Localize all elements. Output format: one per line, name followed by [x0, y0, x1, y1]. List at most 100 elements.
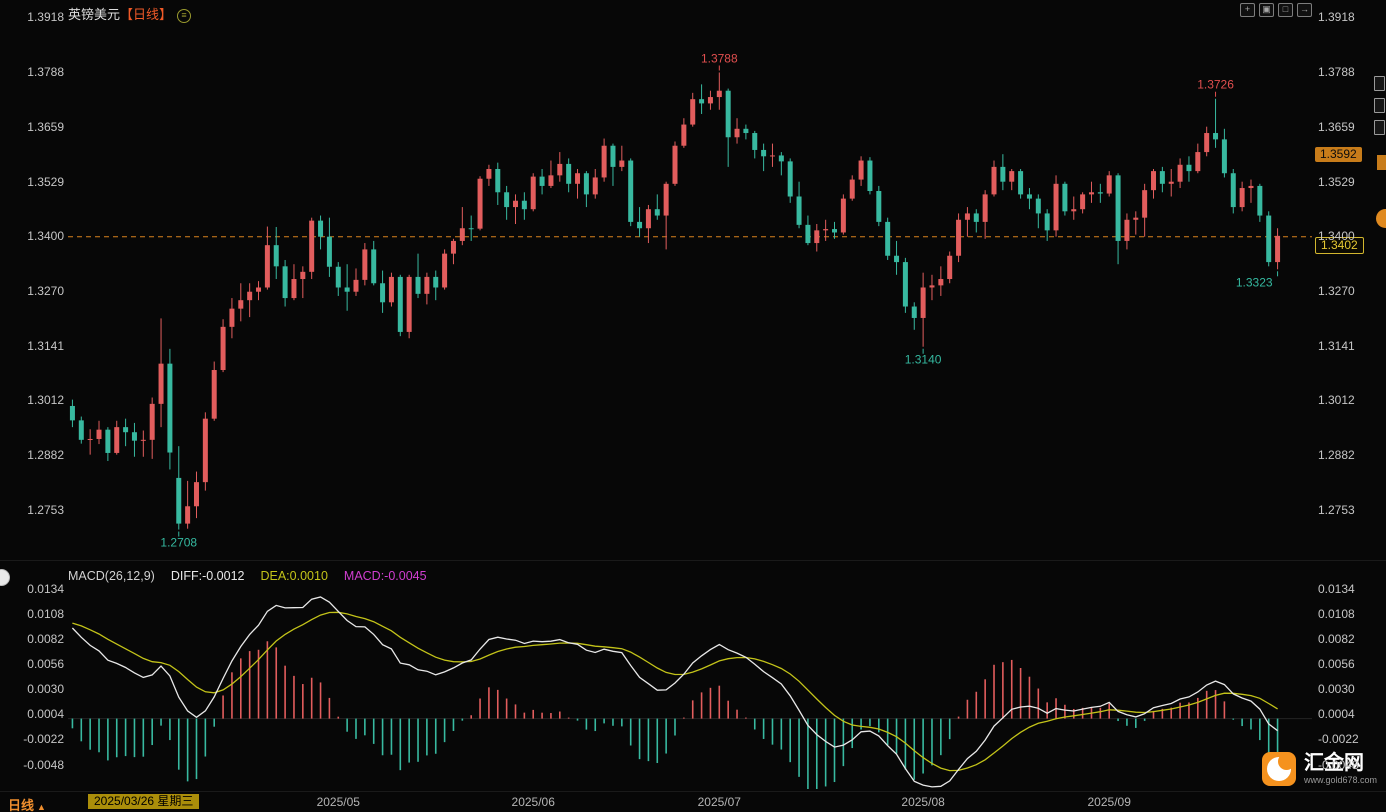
macd-axis-tick-left: 0.0030 — [27, 682, 64, 697]
macd-axis-tick-left: 0.0004 — [27, 707, 64, 722]
macd-axis-tick-right: 0.0108 — [1318, 606, 1355, 621]
macd-diff-value: DIFF:-0.0012 — [170, 569, 245, 583]
candle-body — [539, 176, 545, 186]
candle-body — [1239, 188, 1245, 208]
candle-body — [858, 160, 864, 180]
period-selector[interactable]: 日线 ▲ — [8, 795, 46, 812]
candle-body — [725, 90, 731, 138]
clipped-right-icon[interactable] — [1374, 120, 1385, 135]
candle-body — [920, 287, 926, 318]
period-label-text: 日线 — [8, 798, 35, 812]
macd-axis-tick-left: 0.0082 — [27, 631, 64, 646]
candle-body — [583, 173, 589, 195]
clipped-right-icon[interactable] — [1374, 98, 1385, 113]
candle-body — [87, 438, 93, 440]
candle-body — [769, 155, 775, 157]
candle-body — [69, 405, 75, 421]
candle-body — [1124, 219, 1130, 241]
watermark-text: 汇金网 www.gold678.com — [1304, 752, 1377, 786]
logo-moon-bite — [1278, 753, 1295, 770]
layout-add-icon[interactable]: + — [1240, 3, 1255, 17]
candle-body — [592, 177, 598, 195]
caret-up-icon: ▲ — [37, 802, 46, 812]
clipped-right-icon[interactable] — [1374, 76, 1385, 91]
price-axis-tick-right: 1.3141 — [1318, 338, 1355, 353]
macd-axis-tick-right: 0.0030 — [1318, 682, 1355, 697]
candle-body — [557, 163, 563, 176]
candle-body — [964, 213, 970, 220]
candle-body — [220, 326, 226, 371]
candle-body — [131, 432, 137, 441]
macd-value: MACD:-0.0045 — [343, 569, 427, 583]
candle-body — [326, 236, 332, 267]
macd-axis-tick-right: 0.0004 — [1318, 707, 1355, 722]
watermark-title: 汇金网 — [1304, 752, 1364, 774]
candle-body — [1151, 171, 1157, 191]
candle-body — [300, 271, 306, 280]
candle-body — [911, 306, 917, 318]
panel-separator — [0, 560, 1386, 561]
candle-body — [344, 287, 350, 292]
clipped-right-button[interactable] — [1376, 209, 1386, 228]
candle-body — [273, 245, 279, 267]
macd-axis-tick-right: -0.0022 — [1318, 732, 1359, 747]
price-axis-tick-left: 1.2882 — [27, 448, 64, 463]
candle-body — [743, 128, 749, 134]
candle-body — [663, 183, 669, 216]
candle-body — [247, 291, 253, 301]
candle-body — [415, 276, 421, 294]
candle-body — [752, 133, 758, 150]
macd-axis-tick-left: -0.0022 — [23, 732, 64, 747]
candle-body — [123, 427, 129, 433]
candle-body — [929, 285, 935, 288]
candle-body — [96, 429, 102, 439]
candle-body — [504, 192, 510, 208]
candle-body — [149, 403, 155, 440]
dea-line — [72, 611, 1278, 772]
candle-body — [459, 228, 465, 241]
candle-body — [1133, 217, 1139, 220]
candle-body — [823, 229, 829, 231]
price-axis-tick-right: 1.3529 — [1318, 174, 1355, 189]
candle-body — [1186, 164, 1192, 172]
price-axis-tick-right: 1.3918 — [1318, 10, 1355, 24]
price-axis-tick-right: 1.2753 — [1318, 503, 1355, 517]
candle-body — [158, 363, 164, 404]
candle-body — [442, 253, 448, 288]
candle-body — [654, 209, 660, 216]
price-axis-tick-left: 1.3400 — [27, 229, 64, 244]
diff-line — [71, 596, 1278, 788]
price-annotation: 1.3726 — [1197, 78, 1234, 92]
candle-body — [1159, 171, 1165, 184]
candle-body — [211, 370, 217, 419]
price-axis-tick-right: 1.2882 — [1318, 448, 1355, 463]
candle-body — [619, 160, 625, 167]
macd-axis-tick-right: 0.0134 — [1318, 581, 1355, 596]
chart-settings-icon[interactable]: ≡ — [177, 9, 192, 23]
candle-body — [477, 178, 483, 229]
candle-body — [894, 255, 900, 263]
x-axis-month-label: 2025/09 — [1087, 795, 1131, 809]
x-axis-month-label: 2025/08 — [901, 795, 945, 809]
indicator-name[interactable]: MACD(26,12,9) — [68, 569, 155, 583]
macd-axis-tick-right: 0.0056 — [1318, 656, 1355, 671]
period-tag[interactable]: 【日线】 — [120, 7, 173, 22]
candle-body — [291, 279, 297, 299]
candle-body — [318, 220, 324, 237]
candle-body — [832, 229, 838, 233]
candle-body — [1026, 194, 1032, 199]
candle-body — [982, 194, 988, 222]
candle-body — [1221, 139, 1227, 174]
layout-box-icon[interactable]: ▣ — [1259, 3, 1274, 17]
candle-body — [796, 196, 802, 225]
candle-body — [185, 506, 191, 524]
candle-body — [601, 145, 607, 178]
candle-body — [991, 166, 997, 195]
layout-next-icon[interactable]: → — [1297, 3, 1312, 17]
candle-body — [938, 279, 944, 286]
candle-body — [778, 155, 784, 162]
layout-cascade-icon[interactable]: □ — [1278, 3, 1293, 17]
candle-body — [424, 276, 430, 294]
